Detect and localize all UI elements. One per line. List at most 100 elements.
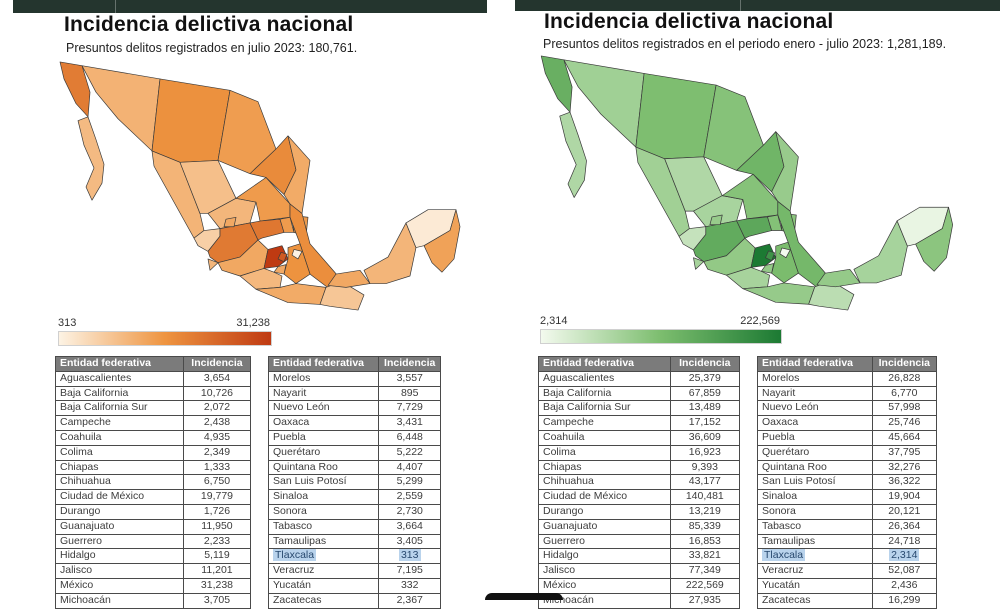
state-name-cell: Chihuahua — [538, 474, 671, 491]
state-name-cell: Querétaro — [267, 444, 380, 461]
incidence-value-cell: 25,379 — [669, 370, 741, 387]
state-name-cell: Tabasco — [757, 518, 873, 535]
incidence-value-cell: 2,367 — [378, 592, 441, 609]
state-name-cell: Tamaulipas — [757, 533, 873, 550]
state-name-cell: Morelos — [267, 370, 380, 387]
color-scale-bar — [540, 329, 782, 344]
incidence-value-cell: 2,072 — [182, 400, 252, 417]
column-header-incidencia: Incidencia — [669, 356, 741, 372]
state-morelos — [760, 263, 775, 274]
state-name-cell: Baja California — [55, 385, 184, 402]
column-header-entidad: Entidad federativa — [538, 356, 671, 372]
page-subtitle: Presuntos delitos registrados en el peri… — [543, 37, 947, 51]
state-name-cell: Veracruz — [267, 563, 380, 579]
incidence-value-cell: 6,750 — [182, 474, 252, 491]
table-row: Sonora 20,121 — [757, 503, 938, 520]
table-row: Coahuila 36,609 — [538, 429, 741, 446]
incidence-value-cell: 313 — [378, 548, 441, 565]
state-baja-california-sur — [77, 116, 105, 201]
table-row: Guanajuato 11,950 — [55, 518, 252, 535]
table-row: Jalisco 11,201 — [55, 563, 252, 579]
incidence-value-cell: 36,322 — [871, 474, 938, 491]
table-row: Yucatán 332 — [267, 577, 441, 594]
table-row: Chihuahua 43,177 — [538, 474, 741, 491]
state-name-cell: Baja California Sur — [55, 400, 184, 417]
table-row: Aguascalientes 25,379 — [538, 370, 741, 387]
state-mexico — [263, 245, 289, 269]
state-tabasco — [816, 268, 861, 288]
table-row: Querétaro 5,222 — [267, 444, 441, 461]
state-name-cell: Michoacán — [55, 592, 184, 609]
scale-min-label: 2,314 — [540, 315, 568, 327]
incidence-value-cell: 32,276 — [871, 459, 938, 476]
incidence-value-cell: 24,718 — [871, 533, 938, 550]
table-row: Nuevo León 57,998 — [757, 400, 938, 417]
table-row: Veracruz 7,195 — [267, 563, 441, 579]
state-name-cell: Yucatán — [267, 577, 380, 594]
incidence-value-cell: 2,314 — [871, 548, 938, 565]
state-name-cell: Oaxaca — [267, 415, 380, 431]
incidence-value-cell: 3,664 — [378, 518, 441, 535]
state-name-cell: Guerrero — [55, 533, 184, 550]
state-name-cell: Durango — [538, 503, 671, 520]
state-name-cell: Tamaulipas — [267, 533, 380, 550]
state-name-cell: Chiapas — [538, 459, 671, 476]
page-title: Incidencia delictiva nacional — [64, 13, 354, 36]
incidence-value-cell: 6,448 — [378, 429, 441, 446]
state-name-cell: Chiapas — [55, 459, 184, 476]
incidence-value-cell: 52,087 — [871, 563, 938, 579]
state-name-cell: Ciudad de México — [538, 489, 671, 505]
incidence-value-cell: 6,770 — [871, 385, 938, 402]
incidence-table: Entidad federativa Incidencia Morelos 26,… — [757, 356, 938, 609]
state-name-cell: Puebla — [267, 429, 380, 446]
incidence-value-cell: 16,923 — [669, 444, 741, 461]
state-queretaro — [767, 214, 783, 231]
state-tabasco — [327, 269, 371, 288]
table-row: Querétaro 37,795 — [757, 444, 938, 461]
incidence-value-cell: 3,557 — [378, 370, 441, 387]
page-subtitle: Presuntos delitos registrados en julio 2… — [66, 41, 358, 55]
incidence-value-cell: 16,299 — [871, 592, 938, 609]
table-row: Tabasco 3,664 — [267, 518, 441, 535]
state-name-cell: San Luis Potosí — [757, 474, 873, 491]
table-row: Guanajuato 85,339 — [538, 518, 741, 535]
state-chihuahua — [635, 73, 717, 160]
mexico-choropleth-map — [533, 54, 965, 312]
state-name-cell: Sinaloa — [267, 489, 380, 505]
state-campeche — [853, 220, 908, 284]
table-row: San Luis Potosí 36,322 — [757, 474, 938, 491]
table-row: Yucatán 2,436 — [757, 577, 938, 594]
table-row: Baja California 67,859 — [538, 385, 741, 402]
state-name-cell: Hidalgo — [538, 548, 671, 565]
incidence-value-cell: 13,219 — [669, 503, 741, 520]
state-name-cell: Querétaro — [757, 444, 873, 461]
state-name-cell: Guerrero — [538, 533, 671, 550]
incidence-value-cell: 2,730 — [378, 503, 441, 520]
state-tlaxcala — [779, 247, 791, 259]
incidence-value-cell: 26,828 — [871, 370, 938, 387]
incidence-value-cell: 5,299 — [378, 474, 441, 491]
incidence-value-cell: 2,438 — [182, 415, 252, 431]
state-name-cell: Jalisco — [55, 563, 184, 579]
table-row: Zacatecas 2,367 — [267, 592, 441, 609]
incidence-value-cell: 11,950 — [182, 518, 252, 535]
color-scale-bar — [58, 331, 272, 346]
table-header-row: Entidad federativa Incidencia — [757, 356, 938, 372]
state-name-cell: Veracruz — [757, 563, 873, 579]
state-name-cell: Quintana Roo — [757, 459, 873, 476]
state-name-cell: Sonora — [267, 503, 380, 520]
table-row: Baja California 10,726 — [55, 385, 252, 402]
incidence-value-cell: 140,481 — [669, 489, 741, 505]
incidence-table: Entidad federativa Incidencia Aguascalie… — [538, 356, 741, 609]
state-ciudad-de-mexico — [277, 251, 288, 263]
state-name-cell: Baja California Sur — [538, 400, 671, 417]
table-row: México 31,238 — [55, 577, 252, 594]
table-row: Tlaxcala 313 — [267, 548, 441, 565]
table-row: Puebla 6,448 — [267, 429, 441, 446]
incidence-value-cell: 77,349 — [669, 563, 741, 579]
column-header-incidencia: Incidencia — [182, 356, 252, 372]
table-row: Puebla 45,664 — [757, 429, 938, 446]
state-chiapas — [319, 281, 365, 311]
state-quintana-roo — [915, 206, 954, 272]
incidence-table: Entidad federativa Incidencia Aguascalie… — [55, 356, 252, 609]
